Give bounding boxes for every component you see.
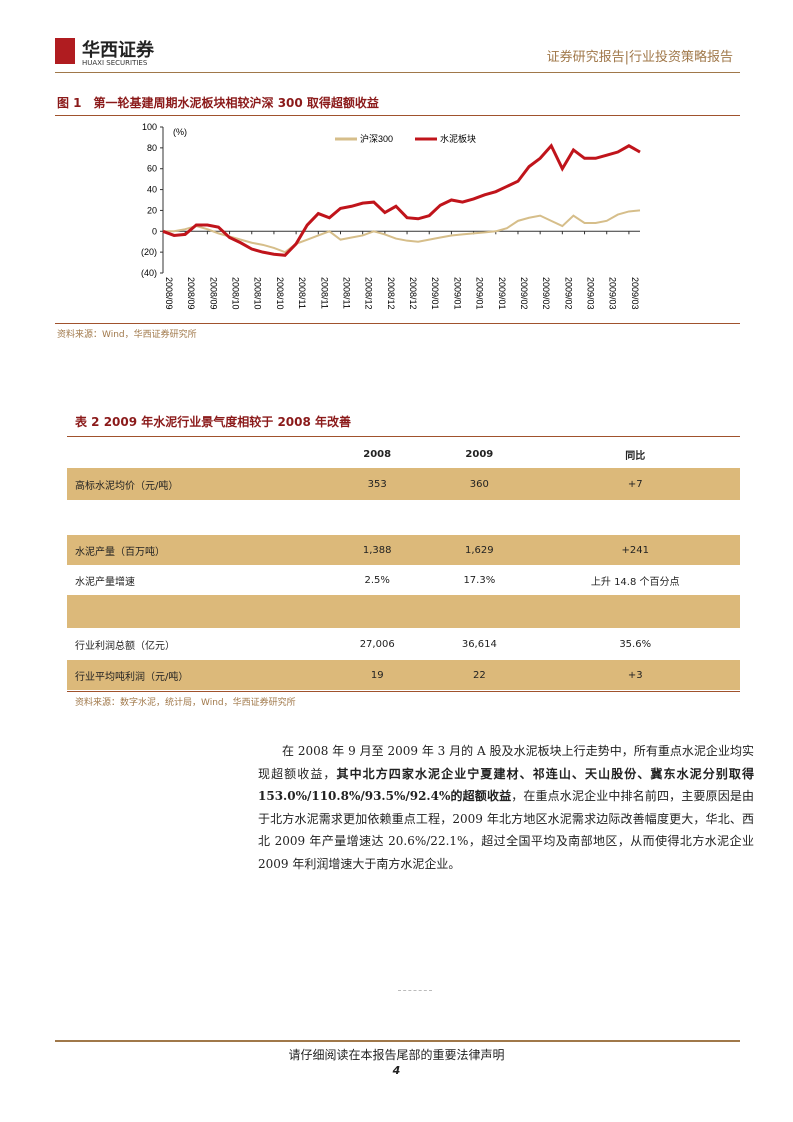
x-tick-label: 2009/02 — [563, 277, 573, 310]
rule — [67, 436, 740, 437]
x-tick-label: 2009/01 — [452, 277, 462, 310]
x-tick-label: 2009/01 — [430, 277, 440, 310]
cell: 35.6% — [619, 638, 652, 650]
x-tick-label: 2008/10 — [253, 277, 263, 310]
y-tick-label: (40) — [141, 268, 157, 278]
row: 水泥产量（百万吨） 1,388 1,629 +241 — [67, 535, 740, 565]
row: 行业平均吨利润（元/吨） 19 22 +3 — [67, 660, 740, 690]
row: 行业利润总额（亿元） 27,006 36,614 35.6% — [67, 628, 740, 660]
x-tick-label: 2008/11 — [319, 277, 329, 309]
x-tick-label: 2008/11 — [297, 277, 307, 309]
spacer-row — [67, 595, 740, 628]
chart: (%) (40) (20) 0 20 40 60 80 100 2008/09 2008/09 200… — [141, 122, 641, 310]
report-type: 证券研究报告|行业投资策略报告 — [546, 50, 733, 65]
y-tick-label: 80 — [147, 143, 157, 153]
paragraph: 在 2008 年 9 月至 2009 年 3 月的 A 股及水泥板块上行走势中，… — [258, 740, 754, 875]
cell: 353 — [326, 468, 429, 500]
x-tick-label: 2008/11 — [341, 277, 351, 309]
cell: 2.5% — [364, 574, 390, 586]
table-header: 2008 2009 同比 — [67, 440, 740, 468]
th: 2008 — [363, 448, 392, 460]
x-tick-label: 2008/12 — [408, 277, 418, 310]
line-series — [162, 143, 641, 257]
cell: +241 — [530, 535, 740, 565]
source: 资料来源：数字水泥，统计局，Wind，华西证券研究所 — [75, 698, 296, 708]
y-tick-label: 0 — [152, 226, 157, 236]
x-tick-label: 2009/01 — [497, 277, 507, 310]
divider — [398, 990, 432, 991]
cell: 36,614 — [461, 638, 497, 650]
x-tick-label: 2008/09 — [186, 277, 196, 310]
page-number: 4 — [392, 1064, 401, 1077]
cell: 行业平均吨利润（元/吨） — [67, 660, 327, 690]
cell: +3 — [530, 660, 740, 690]
brand-en: HUAXI SECURITIES — [82, 59, 148, 67]
x-tick-label: 2009/03 — [608, 277, 618, 310]
source: 资料来源：Wind，华西证券研究所 — [57, 330, 197, 340]
figure-title: 图 1 第一轮基建周期水泥板块相较沪深 300 取得超额收益 — [57, 96, 379, 110]
line-series — [163, 209, 641, 254]
row: 水泥产量增速 2.5% 17.3% 上升 14.8 个百分点 — [67, 565, 740, 595]
cell: 水泥产量增速 — [75, 576, 135, 588]
bold-text: 其中北方四家水泥企业宁夏建材、祁连山、天山股份、冀东水泥分别取得 153.0%/… — [258, 766, 754, 804]
cell: 22 — [428, 660, 531, 690]
data-table: 2008 2009 同比 高标水泥均价（元/吨） 353 360 +7 水泥产量（百万吨）… — [67, 440, 740, 690]
rule — [67, 691, 740, 692]
spacer-row — [67, 500, 740, 535]
y-tick-label: 40 — [147, 185, 157, 195]
text: ，在重点水泥企业中排名前四，主要原因是由于北方水泥需求更加依赖重点工程，2009… — [258, 789, 754, 871]
cell: 高标水泥均价（元/吨） — [67, 468, 327, 500]
cell: 行业利润总额（亿元） — [75, 640, 175, 652]
legend-label: 水泥板块 — [440, 133, 476, 144]
th: 同比 — [625, 450, 646, 462]
y-tick-label: 20 — [147, 205, 157, 215]
y-tick-label: 60 — [147, 164, 157, 174]
x-tick-label: 2009/03 — [630, 277, 640, 310]
cell: 19 — [326, 660, 429, 690]
logo-mark — [55, 38, 75, 64]
cell: 1,388 — [326, 535, 429, 565]
x-tick-label: 2008/12 — [364, 277, 374, 310]
legend-label: 沪深300 — [360, 133, 393, 144]
row: 高标水泥均价（元/吨） 353 360 +7 — [67, 468, 740, 500]
footer-rule — [55, 1040, 740, 1042]
cell: 上升 14.8 个百分点 — [590, 576, 680, 588]
y-tick-label: (20) — [141, 247, 157, 257]
brand: 华西证券 — [82, 40, 154, 61]
th: 2009 — [465, 448, 494, 460]
cell: +7 — [530, 468, 740, 500]
x-tick-label: 2008/09 — [164, 277, 174, 310]
cell: 17.3% — [463, 574, 496, 586]
text: 在 2008 年 9 月至 2009 年 3 月的 A 股及水泥板块上行走势中，… — [258, 744, 754, 781]
table-title: 表 2 2009 年水泥行业景气度相较于 2008 年改善 — [75, 415, 352, 429]
rule — [55, 115, 740, 116]
x-tick-label: 2009/02 — [519, 277, 529, 310]
x-tick-label: 2008/12 — [386, 277, 396, 310]
rule — [55, 323, 740, 324]
x-tick-label: 2008/10 — [231, 277, 241, 310]
cell: 水泥产量（百万吨） — [67, 535, 327, 565]
x-tick-label: 2008/09 — [208, 277, 218, 310]
y-tick-label: 100 — [142, 122, 157, 132]
x-tick-label: 2009/03 — [586, 277, 596, 310]
cell: 27,006 — [359, 638, 395, 650]
cell: 1,629 — [428, 535, 531, 565]
x-tick-label: 2009/01 — [475, 277, 485, 310]
x-tick-label: 2008/10 — [275, 277, 285, 310]
x-tick-label: 2009/02 — [541, 277, 551, 310]
header-rule — [55, 72, 740, 73]
cell: 360 — [428, 468, 531, 500]
y-axis-label: (%) — [173, 127, 187, 137]
footer-notice: 请仔细阅读在本报告尾部的重要法律声明 — [288, 1048, 505, 1062]
